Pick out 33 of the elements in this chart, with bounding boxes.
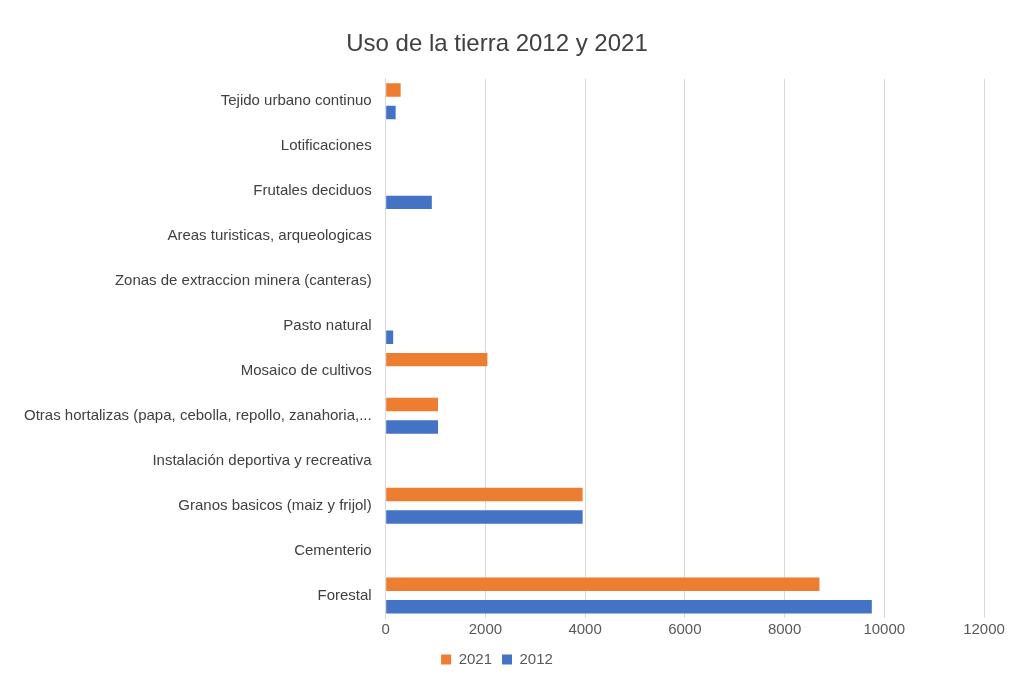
y-tick-label: Lotificaciones	[280, 136, 372, 154]
bar	[386, 510, 583, 524]
y-tick-label: Pasto natural	[283, 316, 372, 334]
y-tick-label: Cementerio	[294, 540, 372, 558]
bar	[386, 352, 488, 367]
x-tick-label: 8000	[767, 620, 802, 638]
x-tick-label: 10000	[863, 620, 906, 638]
bar	[386, 420, 439, 434]
bar	[386, 195, 432, 210]
bar	[386, 105, 396, 120]
chart-title: Uso de la tierra 2012 y 2021	[346, 29, 648, 57]
bar	[386, 397, 439, 412]
x-tick-label: 2000	[468, 620, 503, 638]
x-tick-label: 12000	[963, 620, 1005, 638]
bar	[386, 577, 820, 592]
bar	[386, 600, 872, 614]
y-tick-label: Otras hortalizas (papa, cebolla, repollo, zanahoria,...	[23, 405, 372, 423]
y-tick-label: Zonas de extraccion minera (canteras)	[114, 271, 372, 289]
y-tick-label: Forestal	[317, 585, 372, 603]
y-tick-label: Areas turisticas, arqueologicas	[167, 226, 372, 244]
x-tick-label: 6000	[668, 620, 702, 638]
bar	[386, 83, 401, 97]
legend-label: 2012	[519, 649, 553, 667]
y-tick-label: Instalación deportiva y recreativa	[152, 450, 373, 468]
y-tick-label: Tejido urbano continuo	[220, 91, 372, 109]
bar	[386, 487, 583, 502]
y-tick-label: Frutales deciduos	[253, 181, 372, 199]
y-tick-label: Mosaico de cultivos	[240, 361, 372, 379]
legend-label: 2021	[458, 649, 493, 667]
y-tick-label: Granos basicos (maiz y frijol)	[178, 495, 372, 513]
x-tick-label: 4000	[568, 620, 602, 638]
bar	[386, 330, 394, 344]
x-tick-label: 0	[381, 620, 390, 638]
